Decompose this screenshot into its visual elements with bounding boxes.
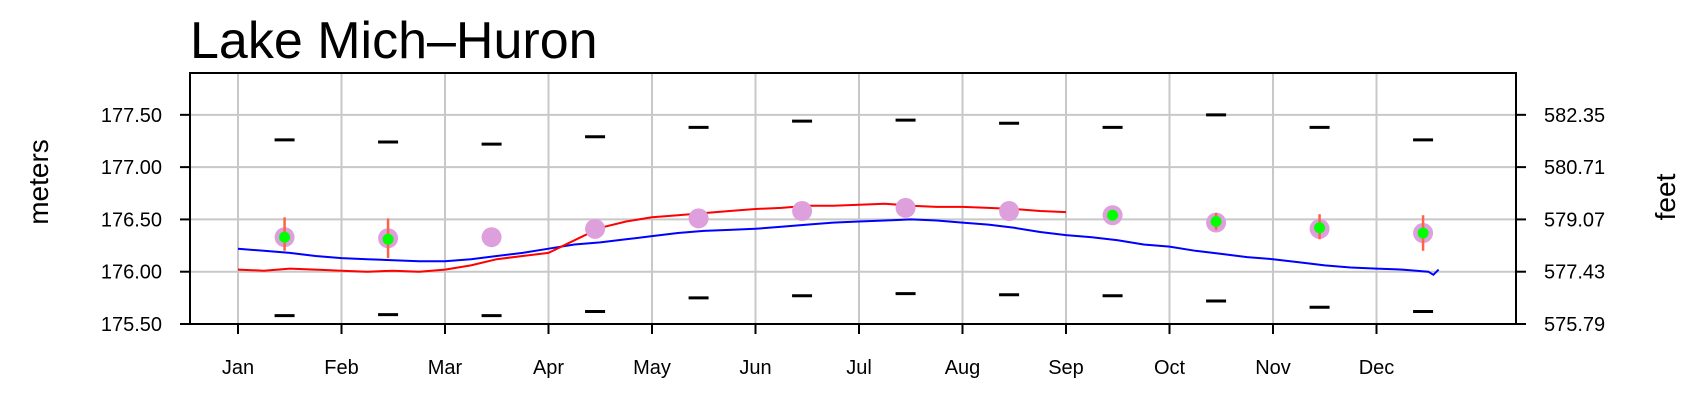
x-tick-label: Mar xyxy=(428,357,463,379)
y-tick-label-left: 175.50 xyxy=(101,314,162,336)
x-tick-label: Dec xyxy=(1359,357,1395,379)
x-tick-label: Sep xyxy=(1048,357,1084,379)
forecast-point xyxy=(1314,222,1326,234)
y-axis-label-right: feet xyxy=(1650,173,1681,220)
monthly-mean-point xyxy=(481,227,502,248)
monthly-mean-point xyxy=(999,201,1020,222)
y-axis-label-left: meters xyxy=(23,139,54,225)
forecast-point xyxy=(382,233,394,245)
y-tick-label-right: 579.07 xyxy=(1544,209,1605,231)
monthly-mean-point xyxy=(585,218,606,239)
y-tick-label-right: 575.79 xyxy=(1544,314,1605,336)
monthly-markers xyxy=(274,113,1434,318)
previous-level-line xyxy=(237,202,1067,273)
x-tick-label: Aug xyxy=(945,357,981,379)
monthly-mean-point xyxy=(688,208,709,229)
x-tick-label: May xyxy=(633,357,671,379)
y-tick-label-right: 582.35 xyxy=(1544,105,1605,127)
current-level-line xyxy=(237,218,1440,277)
x-tick-label: Apr xyxy=(533,357,564,379)
tick-labels: 175.50 575.79 176.00 577.43 176.50 579.07 177.… xyxy=(101,105,1605,379)
y-tick-label-left: 176.00 xyxy=(101,262,162,284)
forecast-point xyxy=(279,231,291,243)
x-tick-label: Oct xyxy=(1154,357,1186,379)
plot-frame xyxy=(189,72,1517,325)
y-tick-label-left: 176.50 xyxy=(101,209,162,231)
x-tick-label: Jun xyxy=(739,357,771,379)
monthly-mean-point xyxy=(895,197,916,218)
y-tick-label-right: 577.43 xyxy=(1544,262,1605,284)
monthly-mean-point xyxy=(792,201,813,222)
forecast-point xyxy=(1417,227,1429,239)
series-lines xyxy=(237,202,1440,277)
y-tick-label-left: 177.50 xyxy=(101,105,162,127)
grid-lines xyxy=(190,73,1516,325)
y-tick-label-left: 177.00 xyxy=(101,157,162,179)
x-tick-label: Jul xyxy=(846,357,872,379)
axis-ticks xyxy=(180,113,1526,334)
forecast-point xyxy=(1210,216,1222,228)
forecast-point xyxy=(1107,209,1119,221)
x-tick-label: Nov xyxy=(1255,357,1291,379)
x-tick-label: Jan xyxy=(222,357,254,379)
y-tick-label-right: 580.71 xyxy=(1544,157,1605,179)
chart-title: Lake Mich–Huron xyxy=(190,12,598,70)
x-tick-label: Feb xyxy=(324,357,358,379)
